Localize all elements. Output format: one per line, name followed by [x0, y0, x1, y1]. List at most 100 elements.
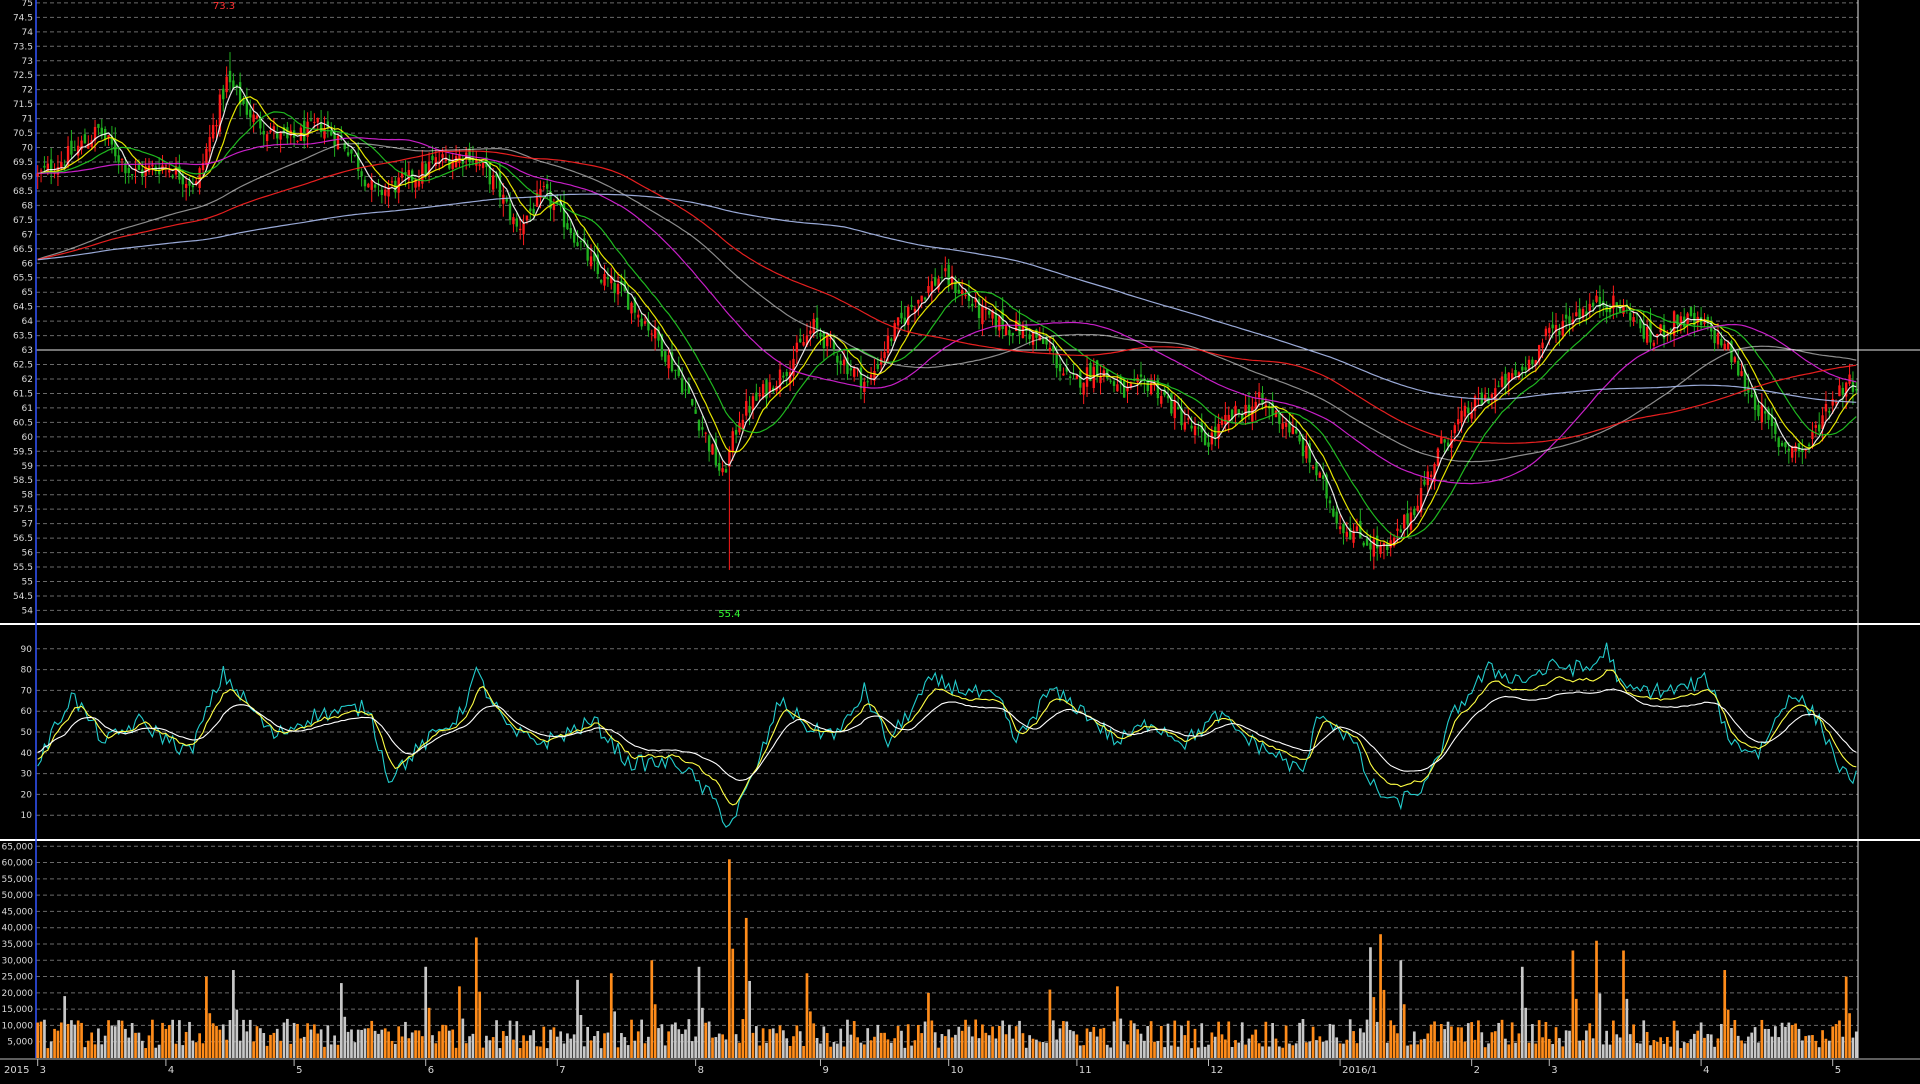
- candle-body[interactable]: [1416, 505, 1419, 512]
- candle-body[interactable]: [1598, 296, 1602, 307]
- volume-bar[interactable]: [289, 1043, 293, 1058]
- candle-body[interactable]: [222, 88, 225, 100]
- volume-bar[interactable]: [711, 1037, 714, 1058]
- volume-bar[interactable]: [778, 1025, 782, 1058]
- volume-bar[interactable]: [883, 1032, 886, 1058]
- candle-body[interactable]: [1332, 509, 1335, 517]
- candle-body[interactable]: [1241, 414, 1244, 420]
- candle-body[interactable]: [272, 126, 276, 132]
- candle-body[interactable]: [1322, 475, 1325, 479]
- volume-bar[interactable]: [1436, 1041, 1440, 1058]
- candle-body[interactable]: [1079, 370, 1082, 388]
- volume-bar[interactable]: [1331, 1024, 1335, 1058]
- volume-bar[interactable]: [1311, 1026, 1315, 1058]
- candle-body[interactable]: [316, 117, 319, 123]
- candle-body[interactable]: [225, 76, 228, 93]
- volume-bar[interactable]: [1547, 1038, 1551, 1058]
- volume-bar[interactable]: [1568, 1030, 1571, 1058]
- candle-body[interactable]: [782, 375, 785, 378]
- volume-bar[interactable]: [636, 1031, 640, 1058]
- candle-body[interactable]: [1038, 335, 1041, 341]
- volume-bar[interactable]: [1197, 1047, 1200, 1058]
- candle-body[interactable]: [1669, 328, 1672, 330]
- volume-bar[interactable]: [1814, 1040, 1818, 1058]
- volume-bar[interactable]: [107, 1020, 110, 1058]
- candle-body[interactable]: [1467, 407, 1470, 414]
- candle-body[interactable]: [127, 168, 130, 174]
- volume-bar[interactable]: [805, 973, 809, 1058]
- candle-body[interactable]: [795, 342, 799, 353]
- candle-body[interactable]: [1743, 369, 1747, 391]
- candle-body[interactable]: [1031, 331, 1035, 345]
- candle-body[interactable]: [323, 128, 326, 139]
- volume-bar[interactable]: [856, 1037, 859, 1058]
- candle-body[interactable]: [613, 282, 616, 294]
- volume-bar[interactable]: [1534, 1043, 1538, 1058]
- volume-bar[interactable]: [218, 1029, 222, 1058]
- volume-bar[interactable]: [1065, 1021, 1069, 1058]
- volume-bar[interactable]: [822, 1026, 826, 1058]
- candle-body[interactable]: [282, 127, 286, 134]
- volume-bar[interactable]: [1186, 1020, 1190, 1058]
- volume-bar[interactable]: [1382, 989, 1386, 1058]
- candle-body[interactable]: [1470, 412, 1473, 419]
- candle-body[interactable]: [1645, 326, 1649, 343]
- candle-body[interactable]: [1561, 321, 1564, 336]
- volume-bar[interactable]: [110, 1025, 114, 1058]
- volume-bar[interactable]: [70, 1020, 73, 1058]
- candle-body[interactable]: [788, 372, 792, 383]
- volume-bar[interactable]: [46, 1048, 50, 1058]
- candle-body[interactable]: [1713, 330, 1716, 344]
- candle-body[interactable]: [697, 420, 701, 431]
- volume-bar[interactable]: [1180, 1025, 1183, 1058]
- volume-bar[interactable]: [518, 1048, 522, 1058]
- volume-bar[interactable]: [441, 1024, 444, 1058]
- candle-body[interactable]: [60, 161, 63, 169]
- volume-bar[interactable]: [862, 1044, 866, 1058]
- volume-bar[interactable]: [694, 1036, 697, 1058]
- candle-body[interactable]: [529, 208, 532, 212]
- candle-body[interactable]: [1608, 308, 1612, 313]
- candle-body[interactable]: [758, 394, 761, 397]
- volume-bar[interactable]: [208, 1013, 212, 1058]
- volume-bar[interactable]: [113, 1026, 117, 1058]
- candle-body[interactable]: [1652, 342, 1656, 346]
- volume-bar[interactable]: [1487, 1043, 1490, 1058]
- candle-body[interactable]: [495, 173, 498, 178]
- candle-body[interactable]: [1089, 363, 1092, 382]
- volume-bar[interactable]: [262, 1033, 266, 1058]
- volume-bar[interactable]: [1777, 1037, 1781, 1058]
- candle-body[interactable]: [799, 338, 802, 343]
- volume-bar[interactable]: [927, 992, 930, 1058]
- volume-bar[interactable]: [346, 1031, 350, 1058]
- volume-bar[interactable]: [1804, 1036, 1808, 1058]
- volume-bar[interactable]: [390, 1040, 394, 1058]
- candle-body[interactable]: [761, 384, 765, 398]
- volume-bar[interactable]: [1129, 1020, 1133, 1058]
- volume-bar[interactable]: [1119, 1018, 1123, 1058]
- candle-body[interactable]: [1548, 327, 1551, 333]
- volume-bar[interactable]: [1176, 1046, 1180, 1058]
- volume-bar[interactable]: [1281, 1047, 1285, 1058]
- volume-bar[interactable]: [765, 1042, 768, 1058]
- volume-bar[interactable]: [1291, 1045, 1295, 1058]
- volume-bar[interactable]: [1703, 1037, 1706, 1058]
- volume-bar[interactable]: [734, 1034, 738, 1058]
- candle-body[interactable]: [50, 159, 53, 174]
- volume-bar[interactable]: [1790, 1025, 1794, 1058]
- candle-body[interactable]: [957, 289, 960, 294]
- volume-bar[interactable]: [1085, 1028, 1089, 1058]
- candle-body[interactable]: [1497, 385, 1500, 387]
- candle-body[interactable]: [1095, 360, 1099, 377]
- candle-body[interactable]: [205, 148, 208, 165]
- volume-bar[interactable]: [889, 1042, 893, 1058]
- volume-bar[interactable]: [741, 1019, 745, 1058]
- volume-bar[interactable]: [272, 1032, 276, 1058]
- volume-bar[interactable]: [360, 1029, 363, 1058]
- volume-bar[interactable]: [232, 970, 235, 1058]
- volume-bar[interactable]: [1642, 1020, 1646, 1058]
- candle-body[interactable]: [701, 427, 704, 430]
- candle-body[interactable]: [512, 217, 515, 225]
- volume-bar[interactable]: [458, 986, 461, 1058]
- volume-bar[interactable]: [1170, 1045, 1173, 1058]
